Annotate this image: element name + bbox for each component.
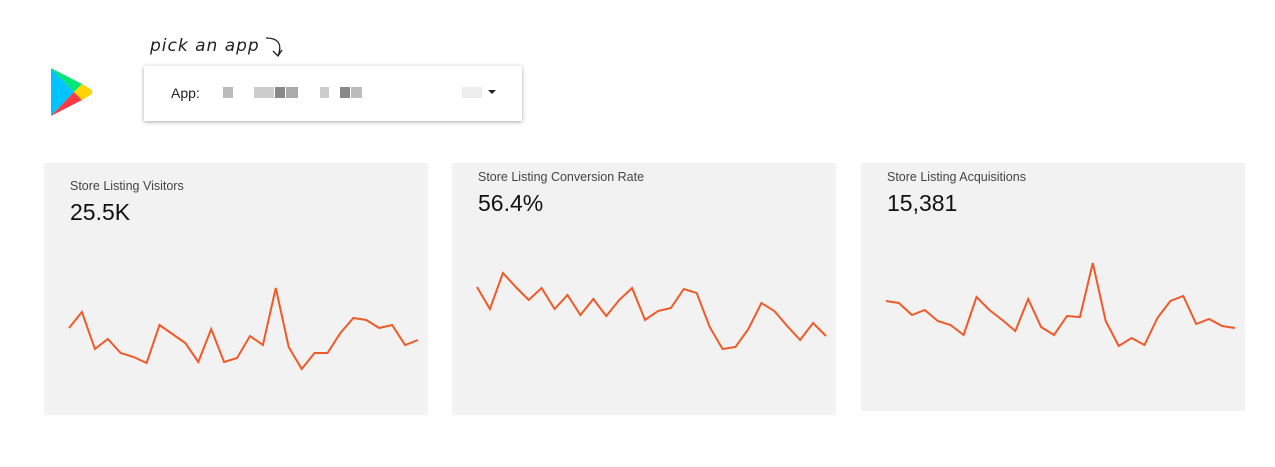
dropdown-arrow [488,90,496,94]
sparkline-area [68,287,419,371]
play-logo [51,68,92,116]
app-label: App: [171,85,200,101]
card-value: 56.4% [478,190,544,216]
blurred-name [275,87,285,98]
blurred-name [286,87,298,98]
card-value: 25.5K [70,199,131,225]
sparkline [885,262,1236,348]
metric-card[interactable]: Store Listing Conversion Rate 56.4% [452,163,836,415]
sparkline-area [885,262,1236,348]
metric-card[interactable]: Store Listing Acquisitions 15,381 [861,163,1245,411]
card-title: Store Listing Visitors [70,179,184,193]
sparkline [476,271,827,351]
blurred-name [223,87,233,98]
card-value: 15,381 [887,190,958,216]
blurred-name [351,87,362,98]
annotation: pick an app [150,36,260,56]
blurred-name [340,87,350,98]
annotation-arrow [265,37,283,58]
sparkline [68,287,419,371]
app-selector[interactable]: App: [144,66,522,121]
card-title: Store Listing Conversion Rate [478,170,645,184]
blurred-name [254,87,274,98]
sparkline-area [476,271,827,351]
card-title: Store Listing Acquisitions [887,170,1026,184]
blurred-name [320,87,329,98]
blurred-name [462,87,482,98]
metric-card[interactable]: Store Listing Visitors 25.5K [44,163,428,415]
